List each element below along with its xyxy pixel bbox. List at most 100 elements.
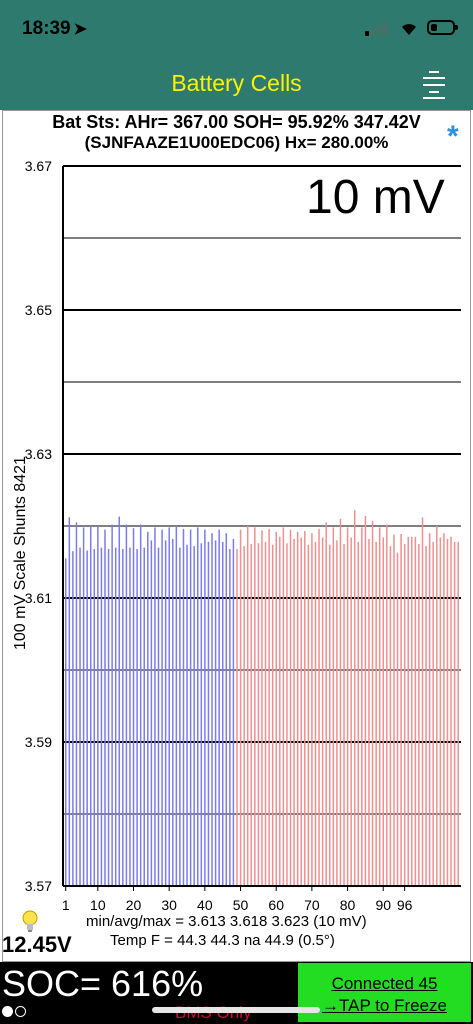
cell-bar [414, 536, 417, 886]
status-time: 18:39 ➤ [22, 18, 87, 40]
cell-bar [300, 537, 302, 886]
y-tick-label: 3.57 [25, 878, 52, 894]
cell-bar [443, 533, 445, 886]
cell-bar [457, 541, 459, 886]
connected-count: Connected 45 [331, 974, 438, 993]
cell-bar [186, 544, 188, 886]
cell-bar [329, 544, 331, 886]
cell-bar [254, 527, 256, 886]
cell-bar [446, 538, 449, 886]
cell-bar [239, 529, 242, 886]
cell-bar [93, 549, 96, 886]
x-tick-label: 96 [397, 897, 413, 910]
min-avg-max-text: min/avg/max = 3.613 3.618 3.623 (10 mV) [86, 913, 367, 930]
y-tick-label: 3.61 [25, 590, 52, 606]
asterisk-icon[interactable]: * [447, 120, 459, 153]
cell-bar [286, 543, 288, 886]
cell-bar [139, 524, 142, 886]
cell-bar [200, 543, 203, 886]
x-tick-label: 80 [340, 897, 356, 910]
cell-bar [172, 538, 174, 886]
cell-bar [439, 537, 442, 886]
cell-bar [107, 549, 110, 886]
cell-bar [407, 536, 409, 886]
connection-button[interactable]: Connected 45 →TAP to Freeze [298, 963, 471, 1022]
cell-bar [279, 536, 281, 886]
page-title: Battery Cells [171, 70, 302, 96]
cell-bar [164, 540, 167, 886]
cell-bar [122, 549, 124, 886]
cell-bar [246, 526, 249, 886]
cell-bar [207, 541, 210, 886]
cell-bar [346, 527, 349, 886]
cell-bar [72, 551, 74, 886]
cell-bar [321, 537, 324, 886]
x-tick-label: 70 [304, 897, 320, 910]
cell-bar [343, 544, 345, 886]
cell-voltage-chart[interactable]: 3.67 3.65 3.63 3.61 3.59 3.57 1 10 20 30 40 50 60 70 8… [0, 150, 473, 910]
cell-bar [421, 517, 424, 886]
cell-bar [289, 529, 292, 886]
cell-bar [204, 529, 206, 886]
cell-bar [125, 524, 128, 886]
cell-bar [318, 528, 320, 886]
cell-bar [175, 526, 178, 886]
cell-bar [132, 528, 135, 886]
cell-bar [353, 510, 356, 886]
page-dot-1[interactable] [2, 1006, 13, 1017]
cell-bar [86, 550, 88, 886]
cell-bar [332, 527, 335, 886]
cell-bar [214, 540, 217, 886]
cell-bar [232, 538, 235, 886]
cell-bar [250, 544, 253, 886]
cell-bar [154, 527, 156, 886]
cell-bar [147, 531, 149, 886]
x-tick-label: 30 [161, 897, 177, 910]
y-tick-label: 3.65 [25, 302, 52, 318]
cell-bar [400, 533, 402, 886]
cell-bar [453, 541, 456, 886]
cell-bar [268, 528, 270, 886]
x-tick-label: 10 [90, 897, 106, 910]
cell-bar [336, 540, 338, 886]
cell-bar [65, 558, 67, 886]
home-indicator[interactable] [152, 1007, 320, 1013]
vin-hx-line: (SJNFAAZE1U00EDC06) Hx= 280.00% [84, 133, 389, 152]
hamburger-menu-icon[interactable] [423, 68, 445, 99]
cell-bar [361, 527, 363, 886]
battery-icon [427, 20, 458, 35]
cell-bar [357, 541, 360, 886]
x-tick-label: 60 [268, 897, 284, 910]
x-tick-label: 90 [375, 897, 391, 910]
cell-bar [82, 527, 85, 886]
cell-bar [225, 533, 228, 886]
cell-bar [100, 547, 103, 886]
cell-bar [325, 522, 327, 886]
cell-bar [418, 544, 420, 886]
battery-status-line: Bat Sts: AHr= 367.00 SOH= 95.92% 347.42V [52, 112, 421, 132]
cell-bar [243, 546, 245, 886]
cell-bar [314, 541, 317, 886]
page-dots[interactable] [2, 1004, 28, 1022]
cell-bar [428, 533, 431, 886]
y-axis-label: 100 mV Scale Shunts 8421 [12, 456, 29, 650]
pack-voltage: 12.45V [2, 932, 72, 957]
cell-bar [403, 544, 406, 886]
cell-bar [375, 541, 377, 886]
cell-bar [389, 546, 392, 886]
cell-bar [411, 536, 413, 886]
cell-bar [179, 547, 181, 886]
tap-to-freeze-link[interactable]: →TAP to Freeze [321, 996, 448, 1015]
cell-bar [150, 540, 153, 886]
page-dot-2[interactable] [15, 1006, 26, 1017]
cell-bar [382, 537, 385, 886]
y-tick-label: 3.59 [25, 734, 52, 750]
cell-bar [236, 549, 238, 886]
lightbulb-icon[interactable] [20, 909, 40, 935]
status-bar: 18:39 ➤ [0, 0, 473, 58]
cell-bar [350, 537, 352, 886]
cell-bar [368, 538, 370, 886]
cell-bar [425, 546, 427, 886]
cell-bar [89, 526, 92, 886]
cell-bar [136, 549, 138, 886]
